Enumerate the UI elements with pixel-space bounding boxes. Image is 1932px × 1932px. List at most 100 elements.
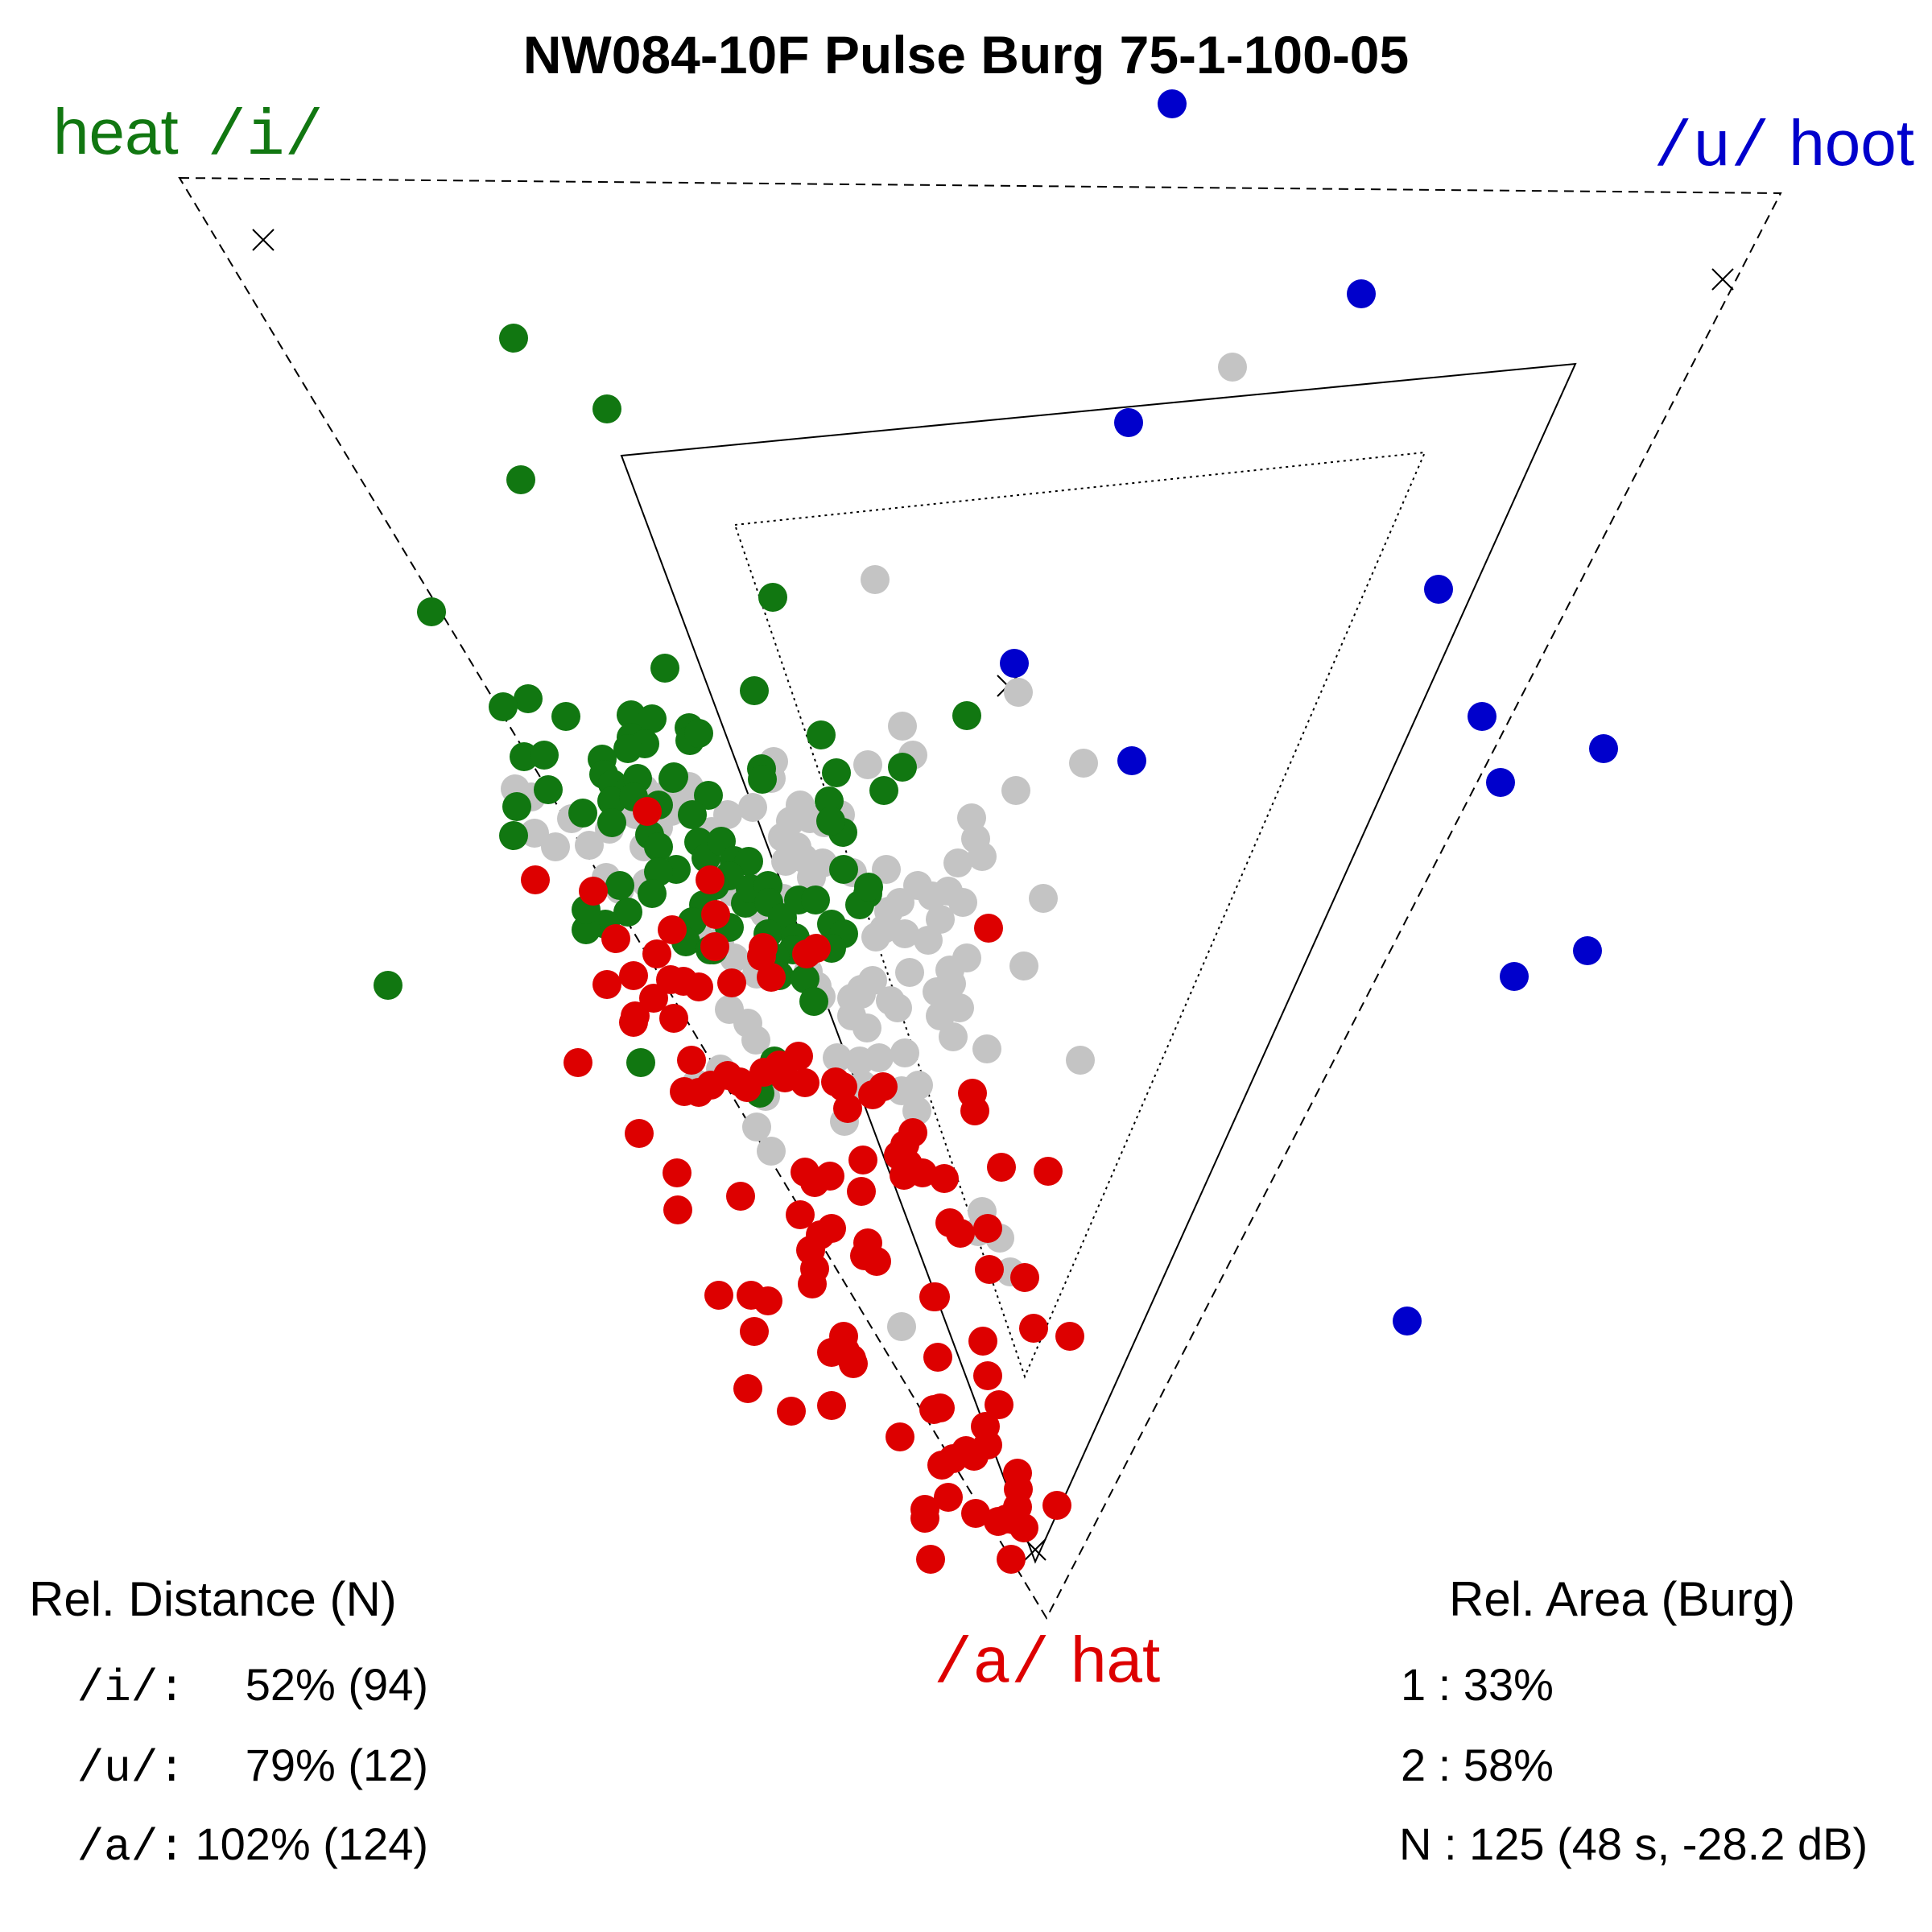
point-a — [601, 924, 630, 953]
point-a — [987, 1153, 1016, 1182]
point-a — [1010, 1263, 1039, 1292]
legend-right-label-2: 2 — [1401, 1740, 1426, 1790]
point-u — [1573, 936, 1602, 965]
point-other — [757, 1137, 786, 1166]
point-a — [973, 1361, 1002, 1390]
point-a — [975, 1255, 1004, 1284]
point-a — [926, 1393, 955, 1422]
legend-right-label-n: N — [1399, 1818, 1432, 1869]
point-a — [663, 1195, 692, 1224]
point-i — [791, 964, 819, 993]
point-i — [799, 987, 828, 1016]
point-a — [798, 1269, 827, 1298]
point-i — [592, 394, 621, 423]
point-other — [861, 565, 890, 594]
point-a — [677, 1046, 706, 1075]
point-i — [551, 702, 580, 731]
legend-right-row-n: N : 125 (48 s, -28.2 dB) — [1399, 1818, 1868, 1869]
legend-right-title: Rel. Area (Burg) — [1449, 1572, 1796, 1626]
point-u — [1000, 649, 1029, 678]
legend-right-row-2: 2 : 58% — [1401, 1740, 1554, 1790]
point-u — [1589, 734, 1618, 763]
point-a — [862, 1247, 891, 1276]
point-i — [684, 719, 713, 748]
point-i — [530, 741, 559, 770]
point-a — [817, 1391, 846, 1420]
point-other — [742, 1113, 771, 1141]
point-i — [888, 753, 917, 782]
point-i — [952, 701, 981, 730]
point-other — [1001, 776, 1030, 805]
point-a — [757, 963, 786, 992]
x-marker — [1711, 268, 1734, 291]
point-other — [923, 977, 952, 1006]
point-a — [619, 961, 648, 990]
point-a — [619, 1008, 648, 1037]
point-a — [625, 1119, 654, 1148]
corner-i-symbol: /i/ — [207, 101, 324, 174]
corner-label-a: /a/hat — [934, 1623, 1160, 1702]
x-marker — [1024, 1538, 1046, 1561]
point-other — [1009, 952, 1038, 980]
point-a — [927, 1451, 956, 1480]
point-i — [499, 821, 528, 850]
legend-left-label-i: /i/: — [76, 1662, 185, 1714]
point-u — [1500, 962, 1529, 991]
point-a — [997, 1545, 1026, 1574]
point-u — [1114, 408, 1143, 437]
point-other — [895, 958, 924, 987]
point-a — [960, 1096, 989, 1125]
point-other — [948, 888, 977, 917]
point-a — [717, 968, 746, 997]
corner-label-u: /u/hoot — [1653, 106, 1914, 185]
point-i — [568, 799, 597, 828]
point-other — [914, 926, 943, 955]
point-i — [572, 915, 601, 944]
point-other — [1069, 749, 1098, 778]
point-a — [684, 972, 713, 1001]
point-i — [758, 583, 787, 612]
point-a — [916, 1545, 945, 1574]
series-u — [1000, 89, 1618, 1335]
point-other — [861, 923, 890, 952]
point-i — [650, 654, 679, 683]
point-i — [816, 807, 845, 836]
point-a — [923, 1343, 952, 1372]
point-other — [1066, 1046, 1095, 1075]
point-i — [694, 781, 723, 810]
point-other — [872, 855, 901, 884]
point-a — [973, 1214, 1002, 1243]
point-a — [658, 915, 687, 944]
legend-left-value-a: 102% (124) — [195, 1818, 428, 1869]
point-i — [748, 765, 777, 794]
point-a — [663, 1158, 691, 1187]
point-a — [934, 1483, 963, 1512]
point-i — [499, 324, 528, 353]
point-i — [502, 792, 531, 821]
point-u — [1117, 746, 1146, 775]
point-a — [642, 939, 671, 968]
point-i — [644, 857, 673, 886]
point-a — [701, 900, 730, 929]
legend-left-label-u: /u/: — [76, 1743, 185, 1794]
point-other — [847, 980, 876, 1009]
point-a — [1034, 1157, 1063, 1186]
point-i — [658, 764, 687, 793]
legend-right-value-2: 58% — [1463, 1740, 1554, 1790]
point-i — [638, 704, 667, 733]
point-a — [908, 1158, 937, 1187]
point-i — [854, 873, 883, 902]
point-a — [1055, 1322, 1084, 1351]
x-marker — [252, 229, 275, 251]
point-a — [848, 1146, 877, 1174]
point-a — [784, 1042, 813, 1071]
point-other — [943, 848, 972, 877]
point-i — [374, 971, 402, 1000]
point-a — [930, 1164, 959, 1193]
point-u — [1486, 768, 1515, 797]
legend-left-title: Rel. Distance (N) — [29, 1572, 397, 1626]
point-a — [985, 1390, 1013, 1419]
corner-a-symbol: /a/ — [934, 1629, 1051, 1702]
triangle-dashed — [178, 176, 1782, 1620]
legend-right-value-n: 125 (48 s, -28.2 dB) — [1469, 1818, 1868, 1869]
